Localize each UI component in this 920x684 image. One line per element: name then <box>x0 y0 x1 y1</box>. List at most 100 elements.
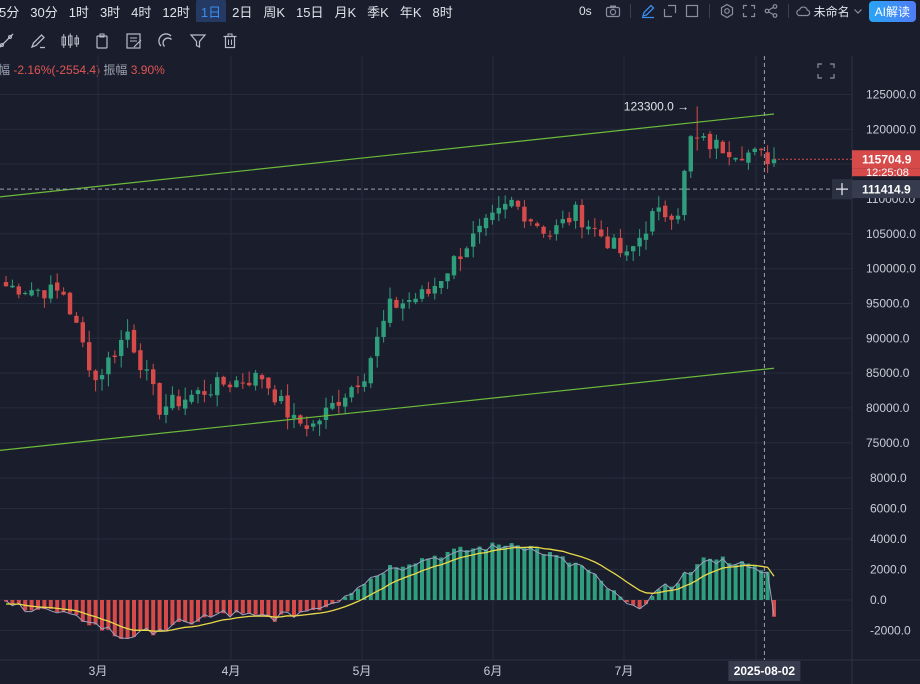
macd-bar <box>701 557 706 600</box>
macd-bar <box>368 578 373 600</box>
candle-body <box>464 248 469 258</box>
expand-icon[interactable] <box>738 2 760 20</box>
macd-bar <box>106 600 111 630</box>
macd-axis-tick: 8000.0 <box>870 471 907 485</box>
timeframe-5[interactable]: 12时 <box>162 4 190 20</box>
brush-icon[interactable] <box>28 31 48 51</box>
candle-body <box>125 331 130 340</box>
candles-icon[interactable] <box>60 31 80 51</box>
macd-bar <box>746 563 751 600</box>
candle-body <box>285 395 290 418</box>
candle-body <box>688 136 693 172</box>
macd-bar <box>695 564 700 600</box>
price-axis-tick: 100000.0 <box>866 262 916 276</box>
candle-body <box>509 199 514 207</box>
magnet-icon[interactable] <box>156 31 176 51</box>
price-change-info: 幅 -2.16%(-2554.4) 振幅 3.90% <box>0 61 165 78</box>
candle-body <box>669 215 674 220</box>
macd-bar <box>119 600 124 639</box>
line-tool-icon[interactable] <box>0 31 16 51</box>
candle-body <box>573 204 578 221</box>
price-axis-tick: 125000.0 <box>866 88 916 102</box>
square-in-icon[interactable] <box>659 2 681 20</box>
candle-body <box>298 415 303 424</box>
macd-bar <box>688 571 693 600</box>
candle-body <box>637 237 642 247</box>
timeframe-11[interactable]: 季K <box>367 4 389 20</box>
macd-bar <box>452 548 456 600</box>
timeframe-2[interactable]: 1时 <box>68 4 89 20</box>
time-axis-tick: 5月 <box>353 664 372 678</box>
rectangle-icon[interactable] <box>681 2 703 20</box>
crosshair-date-tag <box>728 661 801 681</box>
candle-body <box>221 376 226 385</box>
candle-body <box>343 397 348 407</box>
timeframe-4[interactable]: 4时 <box>131 4 152 20</box>
candle-body <box>451 256 457 276</box>
macd-bar <box>138 600 143 631</box>
macd-bar <box>125 600 130 639</box>
macd-bar <box>247 600 252 614</box>
filter-icon[interactable] <box>188 31 208 51</box>
share-icon[interactable] <box>760 2 782 20</box>
timeframe-7[interactable]: 2日 <box>232 4 253 20</box>
timeframe-8[interactable]: 周K <box>263 4 286 20</box>
candle-body <box>727 152 732 158</box>
macd-bar <box>343 596 348 600</box>
toolbar-right: 0s 未命名 AI解读 <box>578 0 920 22</box>
candle-body <box>701 136 706 138</box>
timeframe-6[interactable]: 1日 <box>195 0 227 22</box>
macd-bar <box>573 562 578 600</box>
trend-channel <box>0 113 775 451</box>
macd-bar <box>528 545 533 600</box>
note-icon[interactable] <box>124 31 144 51</box>
macd-bar <box>279 600 284 615</box>
trash-icon[interactable] <box>220 31 240 51</box>
macd-bar <box>740 561 744 600</box>
candle-body <box>259 375 265 380</box>
layout-name-dropdown[interactable]: 未命名 <box>795 3 863 20</box>
candle-body <box>208 394 213 396</box>
candle-body <box>419 289 425 299</box>
timeframe-0[interactable]: 5分 <box>0 4 20 20</box>
time-axis: 3月 4月 5月 6月 7月 <box>89 664 634 678</box>
macd-bar <box>336 600 341 601</box>
ai-read-button[interactable]: AI解读 <box>868 0 916 22</box>
time-axis-tick: 4月 <box>222 664 241 678</box>
timeframe-9[interactable]: 15日 <box>296 4 324 20</box>
crosshair-date-value: 2025-08-02 <box>734 664 796 678</box>
gear-icon[interactable] <box>716 2 738 20</box>
candle-body <box>631 246 636 252</box>
clip-icon[interactable] <box>92 31 112 51</box>
timeframe-3[interactable]: 3时 <box>99 4 121 20</box>
price-axis-tick: 95000.0 <box>866 296 910 310</box>
candle-body <box>771 159 777 164</box>
candle-body <box>234 380 239 388</box>
pencil-icon[interactable] <box>637 2 659 20</box>
macd-bar <box>586 569 591 600</box>
macd-bar <box>663 585 668 600</box>
macd-bar <box>708 558 712 600</box>
timeframe-13[interactable]: 8时 <box>432 4 453 20</box>
candle-body <box>131 329 137 353</box>
candle-body <box>144 369 149 371</box>
macd-bar <box>612 590 616 600</box>
candle-body <box>515 200 521 207</box>
candle-body <box>355 385 361 388</box>
cloud-icon <box>795 6 810 17</box>
timeframe-1[interactable]: 30分 <box>30 4 58 20</box>
candle-body <box>746 152 751 163</box>
candle-body <box>48 284 53 299</box>
candle-body <box>202 391 207 395</box>
macd-axis-tick: 0.0 <box>870 593 887 607</box>
candle-body <box>522 206 527 222</box>
macd-bar <box>285 600 290 612</box>
camera-icon[interactable] <box>602 2 624 20</box>
timeframe-12[interactable]: 年K <box>399 4 422 20</box>
macd-axis: 8000.0 6000.0 4000.0 2000.0 0.0 -2000.0 <box>870 471 911 638</box>
candle-body <box>586 226 591 230</box>
timeframe-10[interactable]: 月K <box>334 4 357 20</box>
macd-bar <box>311 600 316 611</box>
candle-body <box>528 219 533 222</box>
